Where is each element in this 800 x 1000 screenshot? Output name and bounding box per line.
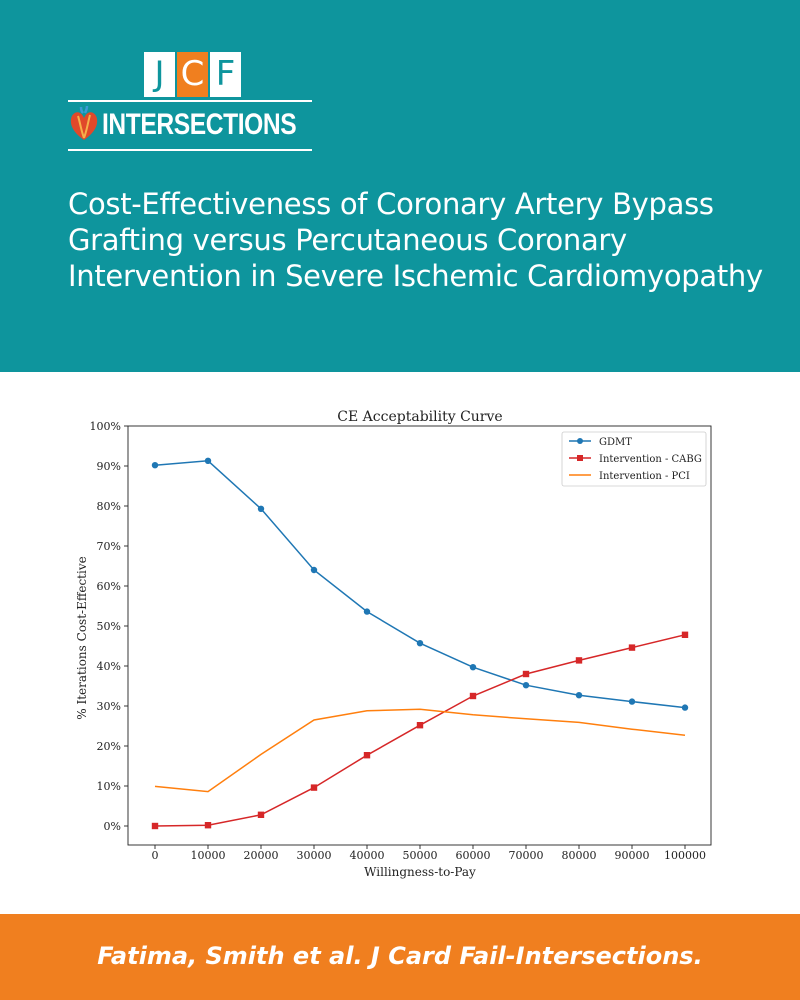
x-axis-label: Willingness-to-Pay [364, 865, 476, 879]
x-tick-label: 30000 [297, 849, 332, 862]
legend: GDMT Intervention - CABG Intervention - PC… [561, 431, 707, 487]
data-point-intervention-cabg [416, 722, 424, 729]
series-line-gdmt [154, 460, 686, 709]
legend-marker-intervention-cabg [577, 455, 583, 461]
heart-icon [70, 105, 98, 140]
series-line-intervention-cabg [154, 634, 686, 827]
legend-label-gdmt: GDMT [599, 437, 632, 448]
x-tick-label: 60000 [456, 849, 491, 862]
x-tick-label: 70000 [509, 849, 544, 862]
series-layer [151, 457, 689, 830]
citation-text: Fatima, Smith et al. J Card Fail-Interse… [97, 942, 703, 970]
data-point-intervention-cabg [575, 657, 583, 664]
data-point-gdmt [575, 692, 583, 699]
axis-ticks: 0 10000 20000 30000 40000 50000 60000 70000 8000… [90, 420, 706, 862]
y-tick-label: 30% [97, 700, 121, 713]
data-point-gdmt [469, 664, 477, 671]
ce-acceptability-chart: CE Acceptability Curve 0 10000 20000 30000 4… [75, 409, 712, 879]
data-point-gdmt [416, 640, 424, 647]
data-point-gdmt [522, 682, 530, 689]
logo-wordmark: INTERSECTIONS [102, 108, 297, 141]
y-tick-label: 40% [97, 660, 121, 673]
x-tick-label: 40000 [350, 849, 385, 862]
y-tick-label: 60% [97, 580, 121, 593]
logo-rule-top [68, 100, 312, 102]
y-tick-label: 0% [104, 820, 121, 833]
article-title: Cost-Effectiveness of Coronary Artery By… [68, 187, 763, 293]
plot-frame [127, 425, 712, 846]
y-tick-label: 70% [97, 540, 121, 553]
x-tick-label: 80000 [562, 849, 597, 862]
data-point-gdmt [310, 566, 318, 574]
series-line-intervention-pci [154, 708, 686, 793]
logo-rule-bottom [68, 149, 312, 151]
logo-letter-c: C [177, 52, 208, 97]
data-point-intervention-cabg [628, 644, 636, 651]
data-point-intervention-cabg [151, 822, 159, 830]
data-point-intervention-cabg [257, 811, 265, 818]
y-tick-label: 20% [97, 740, 121, 753]
y-tick-label: 50% [97, 620, 121, 633]
data-point-intervention-cabg [363, 752, 371, 759]
x-tick-label: 0 [152, 849, 159, 862]
legend-label-intervention-cabg: Intervention - CABG [599, 454, 702, 465]
logo-letter-f: F [210, 52, 241, 97]
data-point-gdmt [363, 608, 371, 615]
data-point-intervention-cabg [522, 670, 530, 678]
y-tick-label: 100% [90, 420, 121, 433]
x-tick-label: 10000 [191, 849, 226, 862]
y-tick-label: 10% [97, 780, 121, 793]
x-tick-label: 90000 [615, 849, 650, 862]
data-point-intervention-cabg [204, 822, 212, 829]
data-point-intervention-cabg [681, 631, 689, 638]
chart-title: CE Acceptability Curve [337, 409, 502, 425]
legend-marker-gdmt [577, 438, 583, 444]
x-tick-label: 20000 [244, 849, 279, 862]
x-tick-label: 50000 [403, 849, 438, 862]
header-banner: J C F INTERSECTIONS Cost-Effectiveness o… [0, 0, 800, 372]
legend-label-intervention-pci: Intervention - PCI [599, 471, 690, 482]
data-point-intervention-cabg [469, 692, 477, 700]
jcf-intersections-logo: J C F INTERSECTIONS [68, 48, 312, 152]
y-tick-label: 80% [97, 500, 121, 513]
data-point-gdmt [681, 704, 689, 711]
logo-letter-j: J [144, 52, 175, 97]
legend-box [561, 431, 707, 487]
data-point-gdmt [204, 457, 212, 464]
data-point-gdmt [151, 462, 159, 469]
data-point-gdmt [628, 698, 636, 705]
data-point-intervention-cabg [310, 784, 318, 791]
x-tick-label: 100000 [664, 849, 706, 862]
footer-banner: Fatima, Smith et al. J Card Fail-Interse… [0, 914, 800, 1000]
data-point-gdmt [257, 505, 265, 512]
y-axis-label: % Iterations Cost-Effective [75, 556, 89, 719]
y-tick-label: 90% [97, 460, 121, 473]
